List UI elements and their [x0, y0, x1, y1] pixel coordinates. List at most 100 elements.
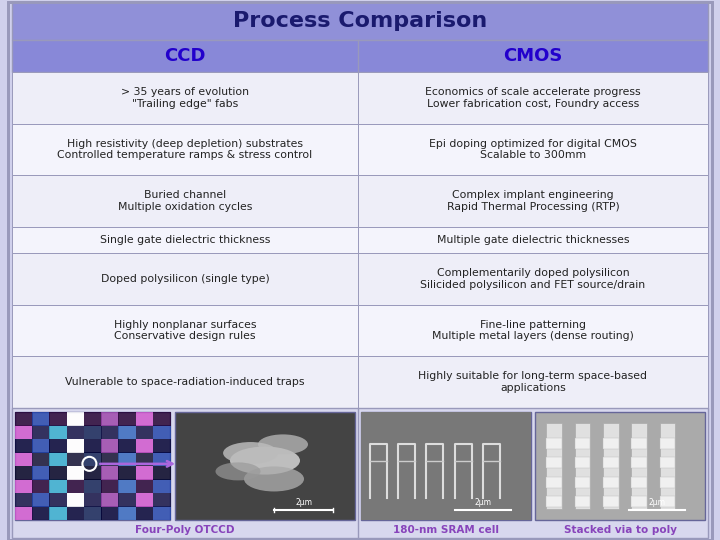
Bar — [67, 506, 84, 520]
Bar — [50, 465, 67, 480]
Bar — [67, 452, 84, 466]
Bar — [118, 452, 136, 466]
Bar — [84, 411, 102, 426]
Bar — [32, 479, 50, 493]
Bar — [67, 438, 84, 453]
Bar — [12, 227, 708, 253]
Bar — [50, 479, 67, 493]
Text: 2μm: 2μm — [474, 498, 491, 507]
Bar — [15, 492, 32, 507]
Bar — [153, 465, 171, 480]
Bar — [32, 438, 50, 453]
Bar — [12, 176, 708, 227]
Bar — [84, 479, 102, 493]
Bar — [12, 40, 708, 72]
Text: Economics of scale accelerate progress
Lower fabrication cost, Foundry access: Economics of scale accelerate progress L… — [426, 87, 641, 109]
Bar — [153, 479, 171, 493]
Bar — [153, 452, 171, 466]
Text: 2μm: 2μm — [648, 498, 665, 507]
Bar — [15, 438, 32, 453]
Text: > 35 years of evolution
"Trailing edge" fabs: > 35 years of evolution "Trailing edge" … — [121, 87, 249, 109]
Bar — [118, 465, 136, 480]
Bar — [67, 411, 84, 426]
Bar — [575, 438, 590, 449]
Text: Highly nonplanar surfaces
Conservative design rules: Highly nonplanar surfaces Conservative d… — [114, 320, 256, 341]
Bar — [15, 411, 32, 426]
Text: Complex implant engineering
Rapid Thermal Processing (RTP): Complex implant engineering Rapid Therma… — [446, 191, 619, 212]
Bar — [575, 496, 590, 507]
Bar — [15, 506, 32, 520]
Bar — [12, 2, 708, 40]
Bar — [118, 492, 136, 507]
Bar — [153, 506, 171, 520]
Text: Doped polysilicon (single type): Doped polysilicon (single type) — [101, 274, 269, 284]
Bar — [135, 425, 153, 439]
Bar — [32, 425, 50, 439]
Bar — [118, 425, 136, 439]
Bar — [50, 506, 67, 520]
Bar — [546, 423, 562, 509]
Bar — [118, 506, 136, 520]
Bar — [15, 465, 32, 480]
Bar — [153, 425, 171, 439]
Text: CMOS: CMOS — [503, 47, 563, 65]
Bar — [135, 506, 153, 520]
Ellipse shape — [223, 442, 278, 464]
Bar — [660, 438, 675, 449]
Bar — [361, 412, 531, 520]
Text: Highly suitable for long-term space-based
applications: Highly suitable for long-term space-base… — [418, 372, 647, 393]
Bar — [101, 492, 119, 507]
Text: High resistivity (deep depletion) substrates
Controlled temperature ramps & stre: High resistivity (deep depletion) substr… — [58, 139, 312, 160]
Bar — [153, 411, 171, 426]
Bar — [361, 412, 531, 520]
Bar — [32, 411, 50, 426]
Bar — [84, 425, 102, 439]
Bar — [84, 506, 102, 520]
Bar — [101, 452, 119, 466]
Bar — [631, 477, 647, 488]
Bar — [32, 465, 50, 480]
Bar — [32, 506, 50, 520]
Bar — [603, 496, 618, 507]
Bar — [12, 124, 708, 176]
Bar — [575, 457, 590, 468]
Text: Vulnerable to space-radiation-induced traps: Vulnerable to space-radiation-induced tr… — [66, 377, 305, 387]
Bar — [101, 425, 119, 439]
Bar — [175, 412, 355, 520]
Bar — [67, 465, 84, 480]
Text: Epi doping optimized for digital CMOS
Scalable to 300mm: Epi doping optimized for digital CMOS Sc… — [429, 139, 637, 160]
Bar — [135, 492, 153, 507]
Bar — [135, 411, 153, 426]
Bar — [153, 438, 171, 453]
Bar — [118, 479, 136, 493]
Bar — [15, 412, 170, 520]
Bar — [32, 492, 50, 507]
Bar — [101, 479, 119, 493]
Text: Buried channel
Multiple oxidation cycles: Buried channel Multiple oxidation cycles — [118, 191, 252, 212]
Bar — [575, 477, 590, 488]
Text: Stacked via to poly: Stacked via to poly — [564, 525, 677, 535]
Bar — [603, 457, 618, 468]
Text: 180-nm SRAM cell: 180-nm SRAM cell — [393, 525, 499, 535]
Bar — [12, 356, 708, 408]
Bar — [660, 423, 675, 509]
Bar — [631, 496, 647, 507]
Text: Complementarily doped polysilicon
Silicided polysilicon and FET source/drain: Complementarily doped polysilicon Silici… — [420, 268, 646, 289]
Bar — [15, 452, 32, 466]
Bar — [135, 438, 153, 453]
Bar — [15, 425, 32, 439]
Bar — [631, 438, 647, 449]
Bar — [50, 452, 67, 466]
Bar — [12, 305, 708, 356]
Bar — [631, 423, 647, 509]
FancyBboxPatch shape — [8, 2, 712, 540]
Bar — [84, 492, 102, 507]
Bar — [101, 465, 119, 480]
Text: Process Comparison: Process Comparison — [233, 11, 487, 31]
Bar — [101, 438, 119, 453]
Bar — [118, 438, 136, 453]
Bar — [135, 479, 153, 493]
Text: Multiple gate dielectric thicknesses: Multiple gate dielectric thicknesses — [437, 235, 629, 245]
Bar — [50, 492, 67, 507]
Bar — [603, 438, 618, 449]
